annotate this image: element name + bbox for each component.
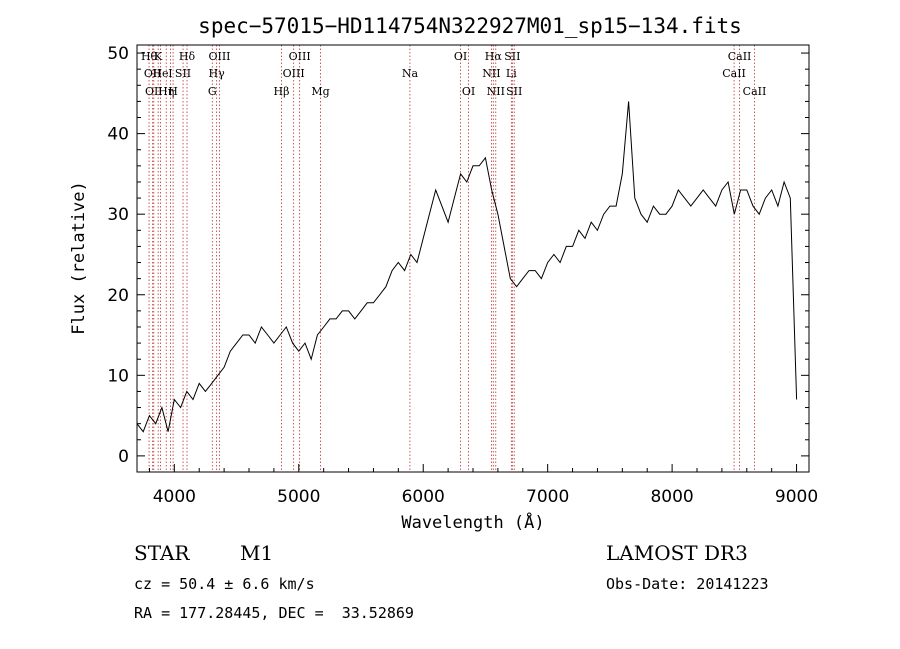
line-label: H <box>168 85 178 98</box>
line-markers <box>148 45 755 472</box>
x-tick-label: 7000 <box>526 487 569 507</box>
ra-dec: RA = 177.28445, DEC = 33.52869 <box>134 604 414 622</box>
y-axis-label: Flux (relative) <box>69 181 89 335</box>
line-label: He <box>152 67 168 80</box>
line-label: NII <box>487 85 505 98</box>
line-label: Hη <box>158 85 174 98</box>
plot-frame <box>136 44 810 473</box>
line-label: OI <box>462 85 475 98</box>
line-label: OI <box>454 50 467 63</box>
line-label: K <box>154 50 163 63</box>
y-tick-label: 20 <box>107 286 129 306</box>
y-tick-label: 10 <box>107 366 129 386</box>
line-label: OIII <box>283 67 305 80</box>
x-tick-label: 6000 <box>402 487 445 507</box>
x-axis-ticks: 4000 5000 6000 7000 8000 9000 <box>148 464 818 507</box>
redshift-cz: cz = 50.4 ± 6.6 km/s <box>134 575 315 593</box>
survey-name: LAMOST DR3 <box>606 541 748 565</box>
y-tick-label: 50 <box>107 44 129 64</box>
line-label: Hδ <box>179 50 196 63</box>
line-label: NII <box>482 67 500 80</box>
object-subclass: M1 <box>240 541 274 565</box>
observation-date: Obs-Date: 20141223 <box>606 575 769 593</box>
y-tick-label: 40 <box>107 125 129 145</box>
x-tick-label: 8000 <box>650 487 693 507</box>
line-label: OIII <box>289 50 311 63</box>
y-tick-label: 0 <box>118 447 129 467</box>
line-label: I <box>168 67 172 80</box>
line-label: CaII <box>743 85 767 98</box>
line-label: Li <box>506 67 517 80</box>
line-label: Hθ <box>141 50 158 63</box>
line-label: OIII <box>208 50 230 63</box>
line-label: Hβ <box>274 85 290 98</box>
line-label: CaII <box>722 67 746 80</box>
line-label: SII <box>504 50 520 63</box>
line-label: SII <box>175 67 191 80</box>
line-label: Mg <box>311 85 329 98</box>
line-label: Na <box>402 67 419 80</box>
line-label: CaII <box>728 50 752 63</box>
line-label: Hγ <box>209 67 226 80</box>
chart-title: spec−57015−HD114754N322927M01_sp15−134.f… <box>198 14 742 38</box>
spectrum-series <box>136 101 798 433</box>
line-label: G <box>208 85 217 98</box>
x-tick-label: 4000 <box>153 487 196 507</box>
x-axis-label: Wavelength (Å) <box>401 511 544 533</box>
line-label: OII <box>144 67 162 80</box>
line-label: SII <box>506 85 522 98</box>
x-tick-label: 5000 <box>277 487 320 507</box>
line-label: Hα <box>485 50 503 63</box>
y-tick-label: 30 <box>107 205 129 225</box>
line-labels: Hθ OII OII K He Hη IH SII Hδ G Hγ OIII Hβ OIII OIII Mg N… <box>141 50 766 98</box>
object-class: STAR <box>134 541 190 565</box>
y-axis-ticks: 0 10 20 30 40 50 <box>107 44 809 467</box>
line-label: OII <box>145 85 163 98</box>
x-tick-label: 9000 <box>775 487 818 507</box>
